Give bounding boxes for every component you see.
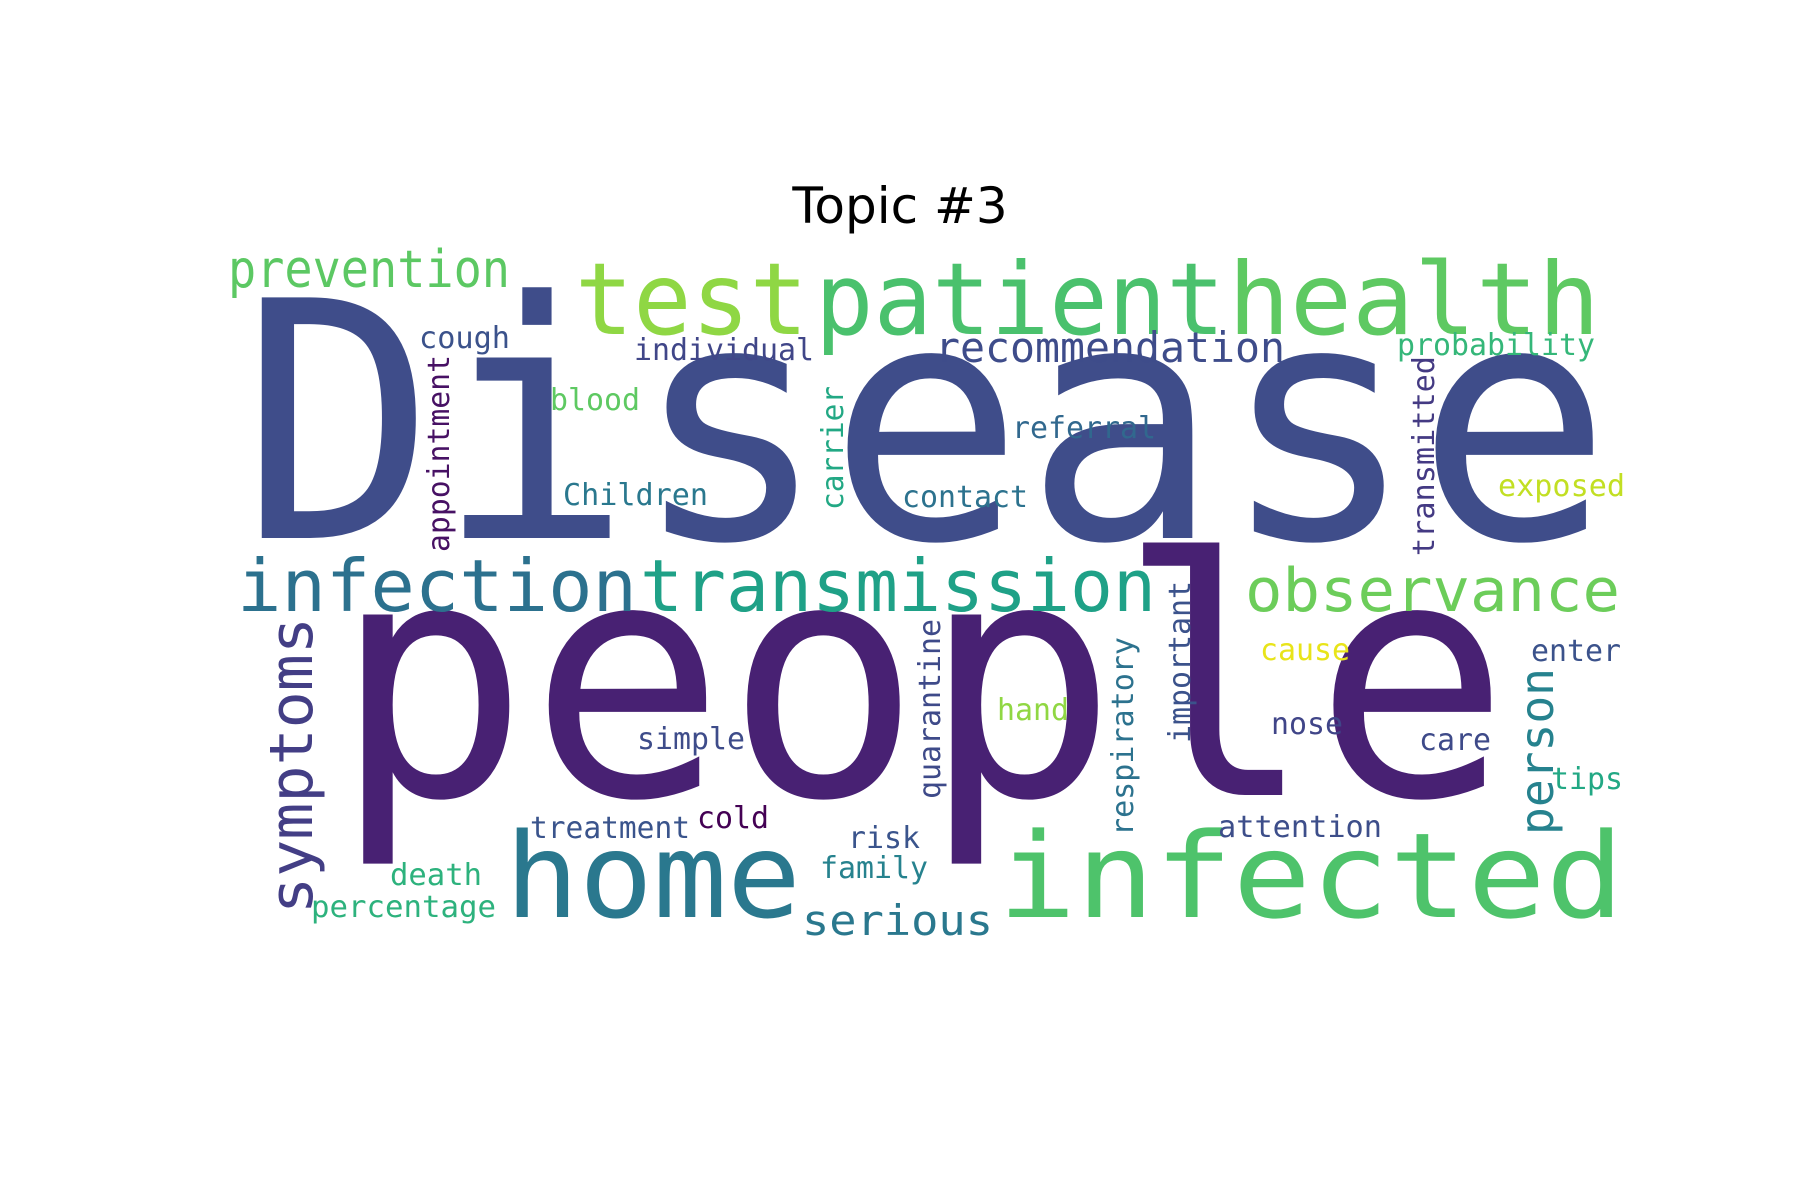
word-test: test (575, 241, 808, 358)
word-carrier: carrier (816, 386, 851, 510)
word-person: person (1510, 668, 1564, 835)
figure-title: Topic #3 (792, 177, 1008, 235)
word-death: death (390, 858, 482, 893)
word-percentage: percentage (311, 890, 496, 925)
word-symptoms: symptoms (257, 617, 327, 914)
word-individual: individual (634, 333, 814, 368)
word-recommendation: recommendation (935, 323, 1285, 372)
word-transmission: transmission (640, 544, 1156, 628)
word-quarantine: quarantine (913, 619, 948, 799)
word-hand: hand (997, 693, 1069, 728)
word-care: care (1419, 723, 1491, 758)
word-infection: infection (237, 544, 637, 628)
word-cold: cold (697, 801, 769, 836)
word-referral: referral (1012, 411, 1156, 446)
word-nose: nose (1271, 707, 1343, 742)
word-observance: observance (1245, 556, 1620, 626)
word-exposed: exposed (1498, 469, 1625, 504)
word-people: people (333, 489, 1510, 873)
word-blood: blood (550, 383, 640, 418)
word-children: Children (563, 478, 708, 513)
word-risk: risk (848, 821, 920, 856)
word-tips: tips (1551, 762, 1623, 797)
word-infected: infected (998, 807, 1624, 945)
word-respiratory: respiratory (1106, 637, 1141, 836)
word-enter: enter (1531, 634, 1621, 669)
word-transmitted: transmitted (1407, 356, 1442, 556)
word-appointment: appointment (422, 355, 457, 552)
word-cough: cough (419, 321, 510, 356)
word-treatment: treatment (530, 811, 690, 846)
word-simple: simple (637, 722, 745, 757)
word-probability: probability (1397, 328, 1595, 363)
word-serious: serious (802, 896, 993, 945)
word-important: important (1163, 581, 1198, 743)
word-contact: contact (902, 480, 1028, 515)
word-health: health (1228, 241, 1600, 358)
word-cause: cause (1260, 633, 1350, 668)
word-family: family (820, 851, 928, 886)
word-attention: attention (1218, 810, 1382, 845)
word-patient: patient (815, 241, 1225, 358)
word-prevention: prevention (228, 240, 510, 300)
word-disease: Disease (240, 232, 1612, 616)
word-home: home (505, 807, 801, 945)
